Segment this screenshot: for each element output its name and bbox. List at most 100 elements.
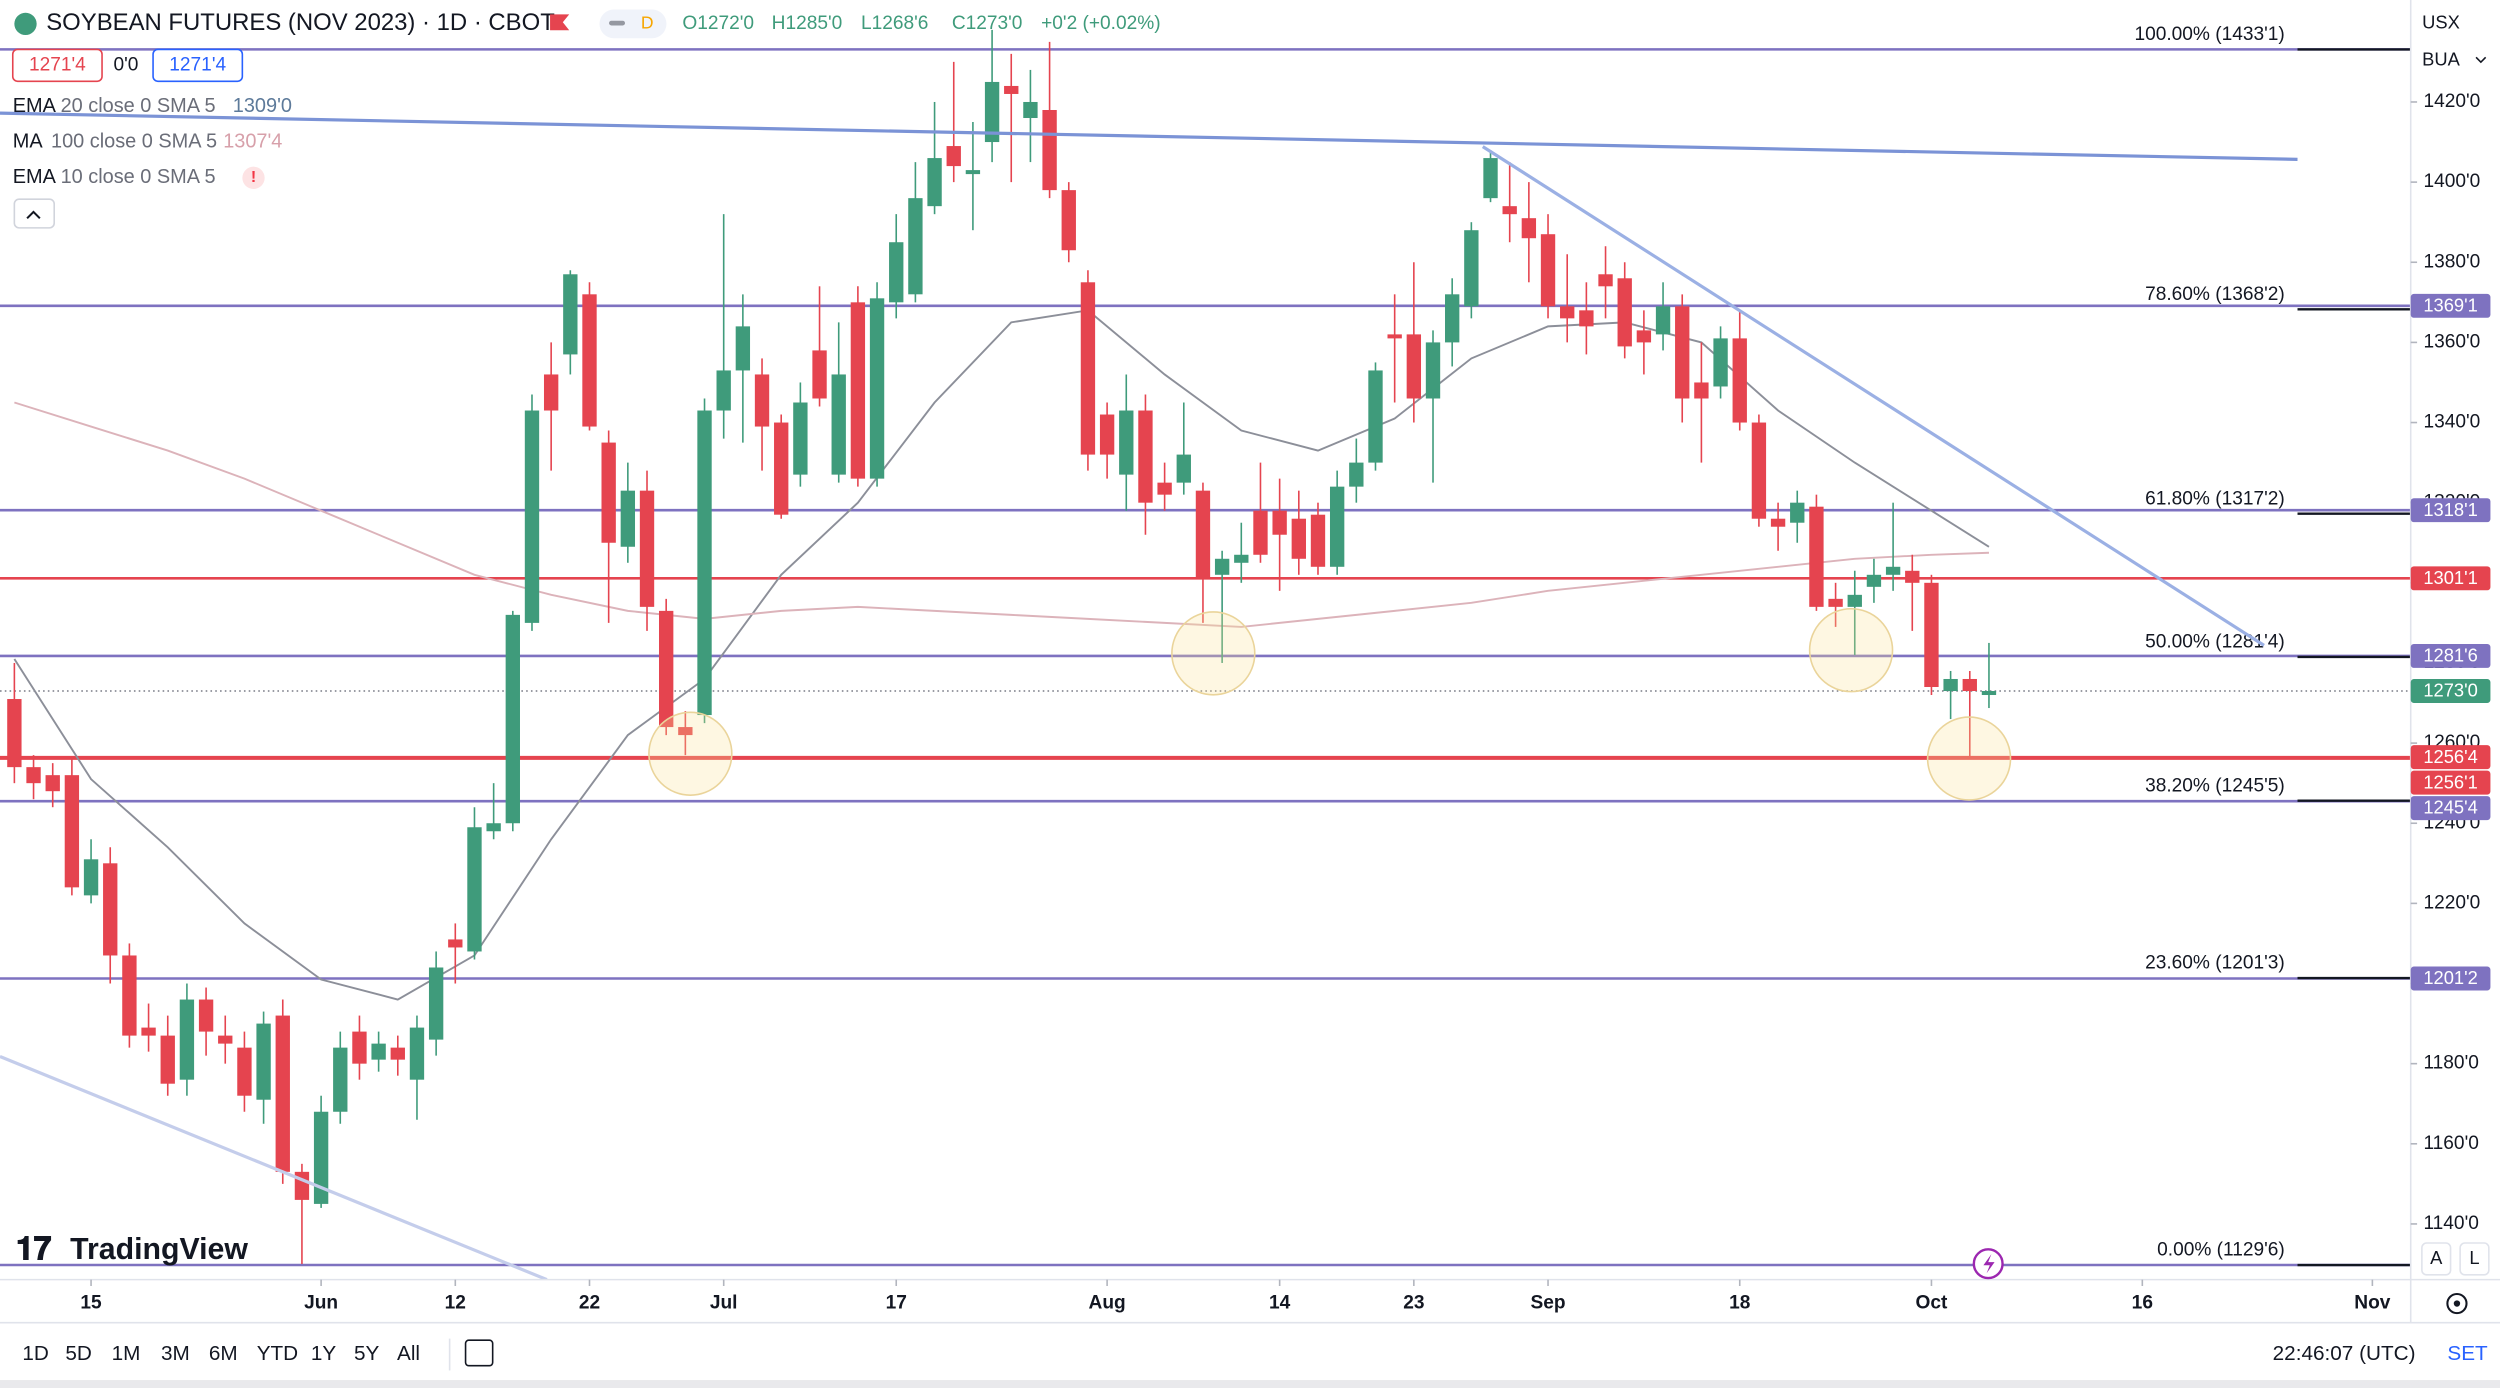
candle-body <box>984 81 1000 143</box>
candle-body <box>1828 598 1843 607</box>
candle-body <box>467 827 482 952</box>
range-button[interactable]: 5D <box>65 1342 92 1365</box>
range-button[interactable]: 1M <box>112 1342 141 1365</box>
bid-price[interactable]: 1271'4 <box>29 54 86 75</box>
y-tick-label: 1160'0 <box>2423 1133 2478 1154</box>
scale-button-box[interactable] <box>2459 1242 2490 1276</box>
ask-box[interactable] <box>152 48 244 83</box>
range-button[interactable]: 6M <box>209 1342 238 1365</box>
candle-body <box>812 350 827 399</box>
indicator-error-icon[interactable] <box>242 166 265 189</box>
fib-level-label: 78.60% (1368'2) <box>2145 284 2285 305</box>
goto-date-icon[interactable] <box>464 1339 494 1367</box>
brand-name[interactable]: TradingView <box>70 1233 248 1266</box>
candle-body <box>160 1035 175 1084</box>
scale-button[interactable]: L <box>2469 1247 2479 1268</box>
candle-body <box>428 967 444 1040</box>
ohlc-low: L1268'6 <box>861 13 928 34</box>
trend-line[interactable] <box>0 111 2298 161</box>
scale-button[interactable]: A <box>2430 1247 2443 1268</box>
candle-body <box>1655 306 1671 335</box>
candle-body <box>1214 558 1230 575</box>
settings-icon[interactable] <box>2446 1292 2468 1315</box>
range-button[interactable]: All <box>397 1342 420 1365</box>
range-button[interactable]: 5Y <box>354 1342 380 1365</box>
collapse-icon <box>26 210 41 220</box>
indicator-params[interactable]: 100 close 0 SMA 5 <box>51 131 217 153</box>
indicator-params[interactable]: 20 close 0 SMA 5 <box>61 95 216 117</box>
price-badge <box>2410 796 2491 821</box>
candle-body <box>1560 306 1575 319</box>
symbol-icon[interactable] <box>14 12 37 36</box>
range-button[interactable]: 3M <box>161 1342 190 1365</box>
fib-level-label: 61.80% (1317'2) <box>2145 488 2285 509</box>
indicator-error[interactable]: ! <box>251 169 256 186</box>
candle-body <box>1329 486 1345 567</box>
scale-button[interactable]: BUA <box>2422 48 2460 69</box>
price-badge <box>2410 745 2491 770</box>
x-tick-label: 12 <box>445 1293 466 1314</box>
price-badge <box>2410 679 2491 703</box>
candle-body <box>7 699 22 768</box>
candle-body <box>869 298 885 479</box>
plot-area: 100.00% (1433'1) 78.60% (1368'2) 61.80% (1… <box>0 24 2411 1280</box>
price-badge-label: 1281'6 <box>2423 645 2477 666</box>
candle-body <box>1061 190 1076 251</box>
fib-level-label: 50.00% (1281'4) <box>2145 632 2285 653</box>
trend-line[interactable] <box>1481 145 2265 647</box>
highlight-circle[interactable] <box>1808 607 1894 693</box>
candle-body <box>754 374 770 427</box>
candle-body <box>256 1023 271 1100</box>
ask-price[interactable]: 1271'4 <box>169 54 226 75</box>
scale-button[interactable]: USX <box>2422 12 2460 33</box>
highlight-circle[interactable] <box>648 711 733 796</box>
candle-body <box>486 823 501 832</box>
price-badge-label: 1369'1 <box>2423 294 2477 315</box>
candle-body <box>352 1031 367 1064</box>
trend-line[interactable] <box>0 1055 548 1280</box>
candle-body <box>275 1015 290 1172</box>
candle-body <box>1579 310 1594 327</box>
price-badge <box>2410 566 2491 591</box>
candle-body <box>371 1043 386 1060</box>
candle-body <box>45 775 60 792</box>
flag-icon[interactable] <box>550 14 570 31</box>
scale-buttons: USX BUA A L <box>2421 12 2490 1276</box>
indicator-value: 1309'0 <box>233 95 292 117</box>
session-button[interactable]: SET <box>2447 1342 2488 1365</box>
range-button[interactable]: 1D <box>22 1342 49 1365</box>
indicator-name[interactable]: EMA <box>13 166 57 188</box>
mode-label[interactable]: D <box>641 13 654 33</box>
indicator-name[interactable]: EMA <box>13 95 57 117</box>
scale-menu-icon <box>2475 56 2487 64</box>
bottom-strip <box>0 1380 2500 1388</box>
candle-body <box>889 242 904 303</box>
candle-body <box>1234 554 1249 563</box>
indicator-params[interactable]: 10 close 0 SMA 5 <box>61 166 216 188</box>
x-tick-label: 16 <box>2132 1293 2153 1314</box>
range-button[interactable]: 1Y <box>311 1342 337 1365</box>
highlight-circle[interactable] <box>1171 611 1256 696</box>
candle-body <box>1445 294 1460 343</box>
candle-body <box>1349 462 1364 487</box>
y-tick-label: 1180'0 <box>2423 1053 2478 1074</box>
symbol-title[interactable]: SOYBEAN FUTURES (NOV 2023) · 1D · CBOT <box>46 9 555 36</box>
candle-body <box>908 198 923 295</box>
x-tick-label: 14 <box>1269 1293 1291 1314</box>
x-tick-label: 18 <box>1729 1293 1751 1314</box>
clock: 22:46:07 (UTC) <box>2273 1342 2416 1365</box>
candle-body <box>927 158 942 207</box>
mode-pill[interactable] <box>599 9 667 39</box>
highlight-circle[interactable] <box>1926 716 2012 801</box>
price-badge <box>2410 293 2491 318</box>
range-button[interactable]: YTD <box>257 1342 298 1365</box>
scale-button-box[interactable] <box>2421 1242 2452 1276</box>
bid-box[interactable] <box>11 48 103 83</box>
candle-body <box>582 294 597 427</box>
candle-body <box>774 422 789 515</box>
candle-body <box>333 1047 348 1112</box>
ohlc-high: H1285'0 <box>772 13 843 34</box>
price-badge-label: 1256'4 <box>2423 746 2477 767</box>
indicator-name[interactable]: MA <box>13 131 44 153</box>
